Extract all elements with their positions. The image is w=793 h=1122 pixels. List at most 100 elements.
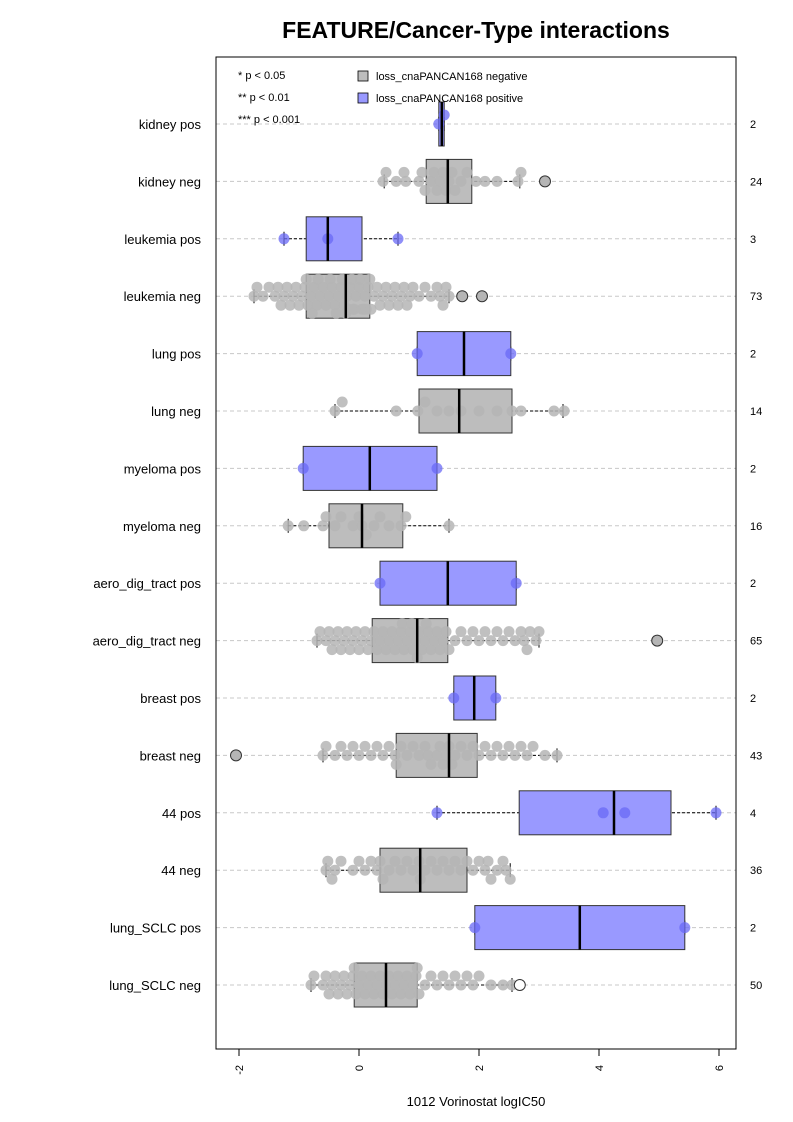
data-point xyxy=(438,109,450,121)
data-point xyxy=(419,740,431,752)
data-point xyxy=(263,281,275,293)
data-point xyxy=(389,749,401,761)
data-point xyxy=(248,290,260,302)
data-point xyxy=(365,855,377,867)
data-point xyxy=(347,635,359,647)
group-label: lung pos xyxy=(152,347,202,362)
data-point xyxy=(396,618,408,630)
data-point xyxy=(437,299,449,311)
data-point xyxy=(371,740,383,752)
data-point xyxy=(431,749,443,761)
data-point xyxy=(497,979,509,991)
data-point xyxy=(434,740,446,752)
data-point xyxy=(362,644,374,656)
data-point xyxy=(278,290,290,302)
data-point xyxy=(329,864,341,876)
data-point xyxy=(341,749,353,761)
group-layer xyxy=(230,101,722,1008)
data-point xyxy=(395,520,407,532)
data-point xyxy=(401,299,413,311)
data-point xyxy=(431,184,443,196)
data-point xyxy=(290,281,302,293)
data-point xyxy=(305,290,317,302)
group-myeloma-pos xyxy=(297,445,443,491)
sig-legend-3: *** p < 0.001 xyxy=(238,114,300,126)
data-point xyxy=(597,807,609,819)
data-point xyxy=(398,166,410,178)
data-point xyxy=(392,635,404,647)
plot-frame xyxy=(215,56,737,1050)
data-point xyxy=(386,290,398,302)
data-point xyxy=(422,749,434,761)
data-point xyxy=(371,979,383,991)
data-point xyxy=(482,855,494,867)
data-point xyxy=(527,740,539,752)
data-point xyxy=(335,855,347,867)
data-point xyxy=(365,635,377,647)
data-point xyxy=(455,864,467,876)
data-point xyxy=(431,405,443,417)
data-point xyxy=(287,290,299,302)
data-point xyxy=(329,635,341,647)
data-point xyxy=(389,855,401,867)
data-point xyxy=(359,626,371,638)
data-point xyxy=(461,970,473,982)
group-count: 24 xyxy=(750,176,762,188)
data-point xyxy=(320,970,332,982)
group-label: myeloma pos xyxy=(124,461,202,476)
data-point xyxy=(320,299,332,311)
data-point xyxy=(473,855,485,867)
data-point xyxy=(428,166,440,178)
data-point xyxy=(335,644,347,656)
data-point xyxy=(679,922,691,934)
x-tick-label: 6 xyxy=(714,1065,726,1071)
data-point xyxy=(332,988,344,1000)
data-point xyxy=(368,626,380,638)
data-point xyxy=(323,988,335,1000)
outlier-point xyxy=(230,749,242,762)
data-point xyxy=(485,749,497,761)
data-point xyxy=(298,520,310,532)
outlier-point xyxy=(513,979,526,991)
group-count: 43 xyxy=(750,750,762,762)
data-point xyxy=(434,175,446,187)
data-point xyxy=(449,970,461,982)
group-leukemia-neg xyxy=(248,273,488,319)
data-point xyxy=(377,626,389,638)
group-label: leukemia neg xyxy=(124,289,201,304)
group-lung-sclc-pos xyxy=(469,905,691,951)
data-point xyxy=(374,855,386,867)
legend-swatch-negative xyxy=(357,70,369,82)
data-point xyxy=(364,273,376,285)
data-point xyxy=(360,529,372,541)
data-point xyxy=(311,635,323,647)
data-point xyxy=(329,749,341,761)
group-count: 65 xyxy=(750,636,762,648)
group-count: 2 xyxy=(750,119,756,131)
data-point xyxy=(401,970,413,982)
data-point xyxy=(425,644,437,656)
data-point xyxy=(437,166,449,178)
data-point xyxy=(251,281,263,293)
group-44-pos xyxy=(431,790,722,836)
data-point xyxy=(401,635,413,647)
data-point xyxy=(411,348,423,360)
group-count: 2 xyxy=(750,349,756,361)
data-point xyxy=(350,290,362,302)
data-point xyxy=(347,740,359,752)
x-axis-label: 1012 Vorinostat logIC50 xyxy=(407,1094,546,1109)
data-point xyxy=(353,644,365,656)
data-point xyxy=(374,635,386,647)
data-point xyxy=(479,864,491,876)
group-count: 3 xyxy=(750,234,756,246)
data-point xyxy=(311,299,323,311)
data-point xyxy=(322,855,334,867)
data-point xyxy=(365,303,377,315)
data-point xyxy=(413,290,425,302)
data-point xyxy=(504,873,516,885)
data-point xyxy=(371,644,383,656)
data-point xyxy=(362,979,374,991)
data-point xyxy=(347,864,359,876)
data-point xyxy=(374,299,386,311)
data-point xyxy=(434,290,446,302)
